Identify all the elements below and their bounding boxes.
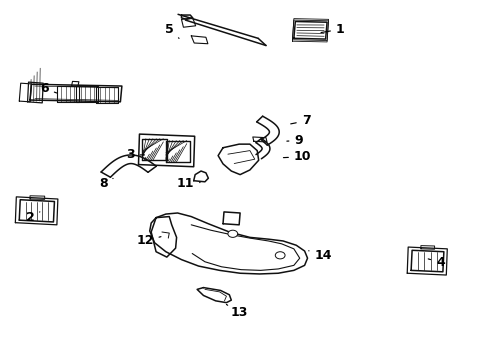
Text: 10: 10: [283, 150, 312, 163]
Circle shape: [228, 230, 238, 237]
Polygon shape: [256, 139, 270, 159]
Polygon shape: [19, 200, 54, 222]
Polygon shape: [178, 14, 266, 45]
Text: 2: 2: [25, 211, 40, 224]
Polygon shape: [30, 196, 45, 199]
Text: 3: 3: [126, 148, 145, 161]
Polygon shape: [166, 140, 190, 162]
Polygon shape: [27, 82, 43, 103]
Polygon shape: [72, 81, 79, 86]
Polygon shape: [96, 87, 118, 103]
Polygon shape: [143, 139, 167, 160]
Text: 9: 9: [287, 134, 303, 147]
Polygon shape: [151, 217, 176, 257]
Polygon shape: [19, 83, 31, 102]
Polygon shape: [197, 288, 231, 303]
Text: 8: 8: [99, 177, 113, 190]
Polygon shape: [294, 22, 327, 39]
Polygon shape: [257, 116, 279, 145]
Polygon shape: [411, 250, 444, 272]
Text: 14: 14: [309, 249, 332, 262]
Text: 11: 11: [176, 177, 200, 190]
Polygon shape: [181, 15, 193, 19]
Text: 13: 13: [226, 305, 248, 319]
Polygon shape: [181, 18, 196, 27]
Polygon shape: [101, 155, 156, 177]
Text: 6: 6: [40, 82, 57, 95]
Text: 12: 12: [136, 234, 161, 247]
Text: 5: 5: [165, 23, 179, 39]
Text: 7: 7: [291, 114, 311, 127]
Polygon shape: [223, 212, 240, 225]
Text: 4: 4: [428, 256, 445, 269]
Polygon shape: [30, 84, 122, 102]
Polygon shape: [57, 86, 79, 102]
Polygon shape: [421, 246, 435, 249]
Polygon shape: [76, 86, 98, 102]
Polygon shape: [218, 144, 259, 175]
Text: 1: 1: [321, 23, 344, 36]
Polygon shape: [253, 137, 267, 142]
Polygon shape: [191, 36, 208, 44]
Polygon shape: [150, 213, 308, 274]
Polygon shape: [194, 171, 208, 182]
Circle shape: [275, 252, 285, 259]
